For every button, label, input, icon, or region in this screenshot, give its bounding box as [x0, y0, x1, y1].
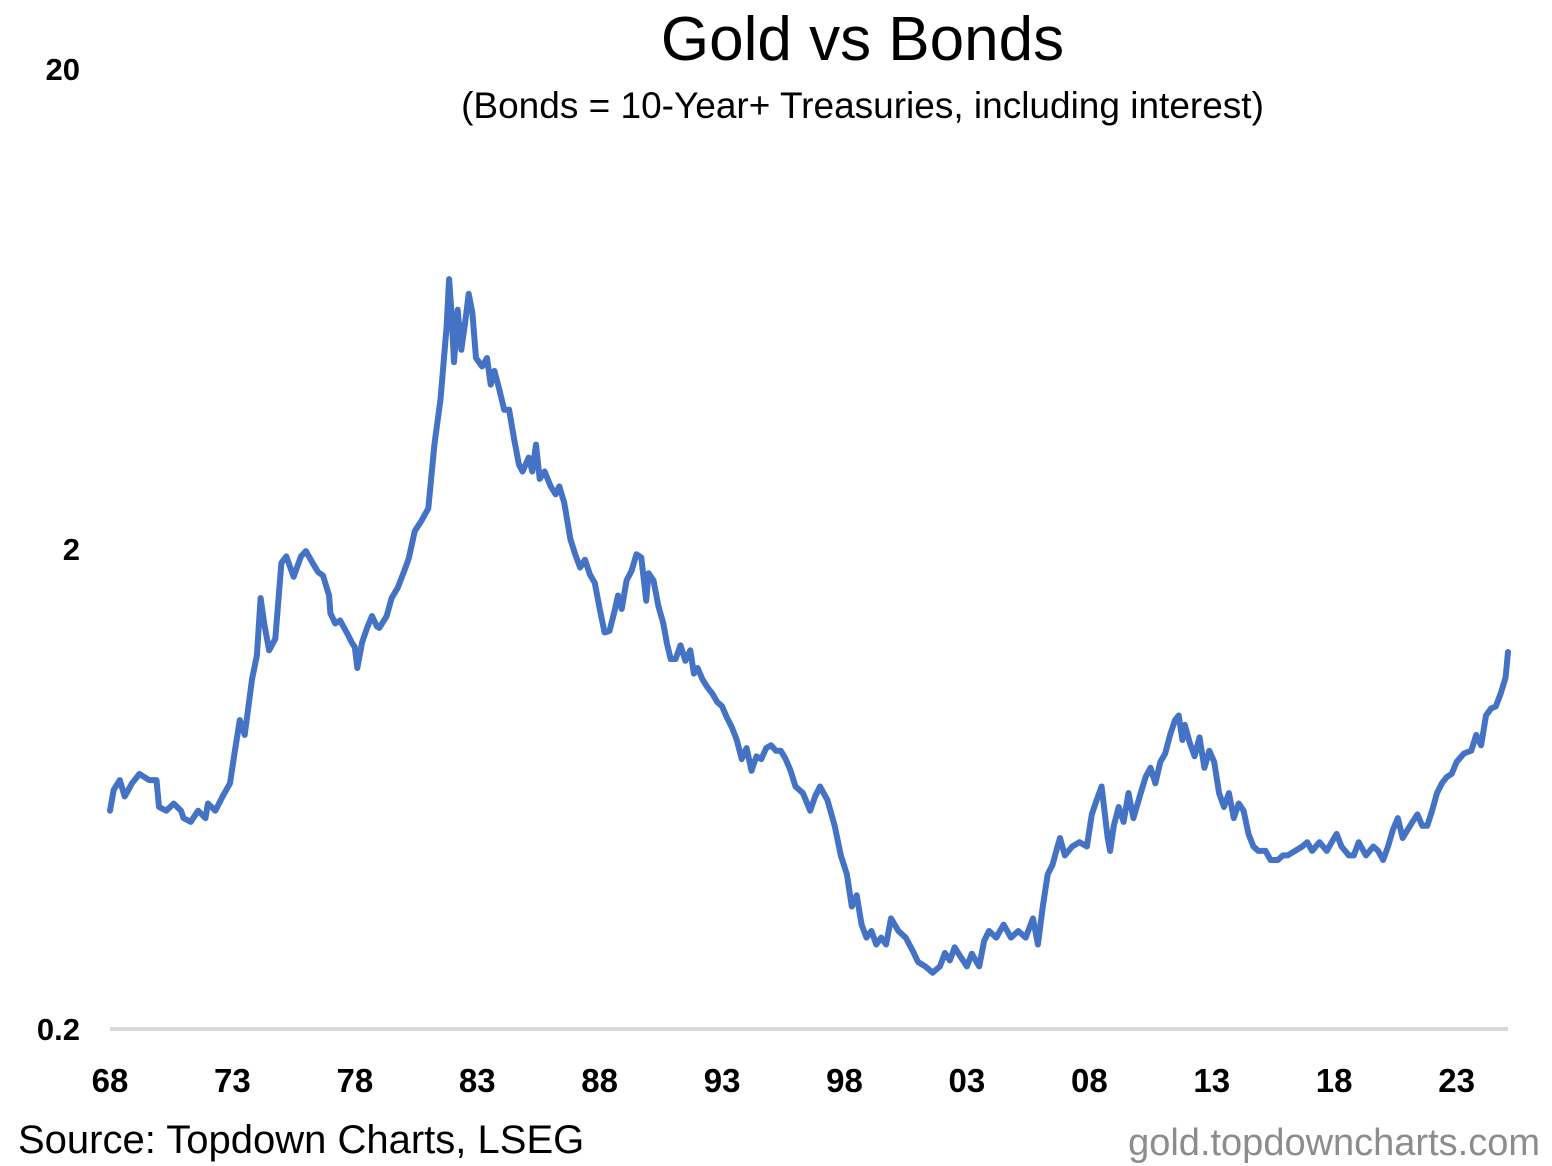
x-tick-label: 03 — [949, 1062, 986, 1099]
x-tick-label: 23 — [1438, 1062, 1475, 1099]
x-tick-label: 83 — [459, 1062, 496, 1099]
x-tick-label: 13 — [1193, 1062, 1230, 1099]
y-tick-label: 0.2 — [37, 1012, 80, 1047]
x-tick-label: 98 — [826, 1062, 863, 1099]
chart-title: Gold vs Bonds — [660, 5, 1065, 74]
x-tick-label: 18 — [1316, 1062, 1353, 1099]
gold-vs-bonds-chart: 20 2 0.2 68 73 78 83 88 93 98 03 08 13 18 23 — [37, 52, 1511, 1099]
x-tick-label: 68 — [92, 1062, 129, 1099]
source-note: Source: Topdown Charts, LSEG — [18, 1118, 585, 1162]
y-tick-label: 20 — [46, 52, 80, 87]
x-tick-label: 73 — [214, 1062, 251, 1099]
x-tick-label: 08 — [1071, 1062, 1108, 1099]
series-line-gold-vs-bonds — [107, 276, 1511, 976]
x-tick-label: 88 — [581, 1062, 618, 1099]
y-tick-label: 2 — [63, 532, 80, 567]
x-tick-labels: 68 73 78 83 88 93 98 03 08 13 18 23 — [92, 1062, 1475, 1099]
chart-subtitle: (Bonds = 10-Year+ Treasuries, including … — [461, 85, 1264, 126]
x-tick-label: 78 — [336, 1062, 373, 1099]
y-tick-labels: 20 2 0.2 — [37, 52, 80, 1047]
watermark-url: gold.topdowncharts.com — [1128, 1122, 1540, 1164]
x-tick-label: 93 — [704, 1062, 741, 1099]
